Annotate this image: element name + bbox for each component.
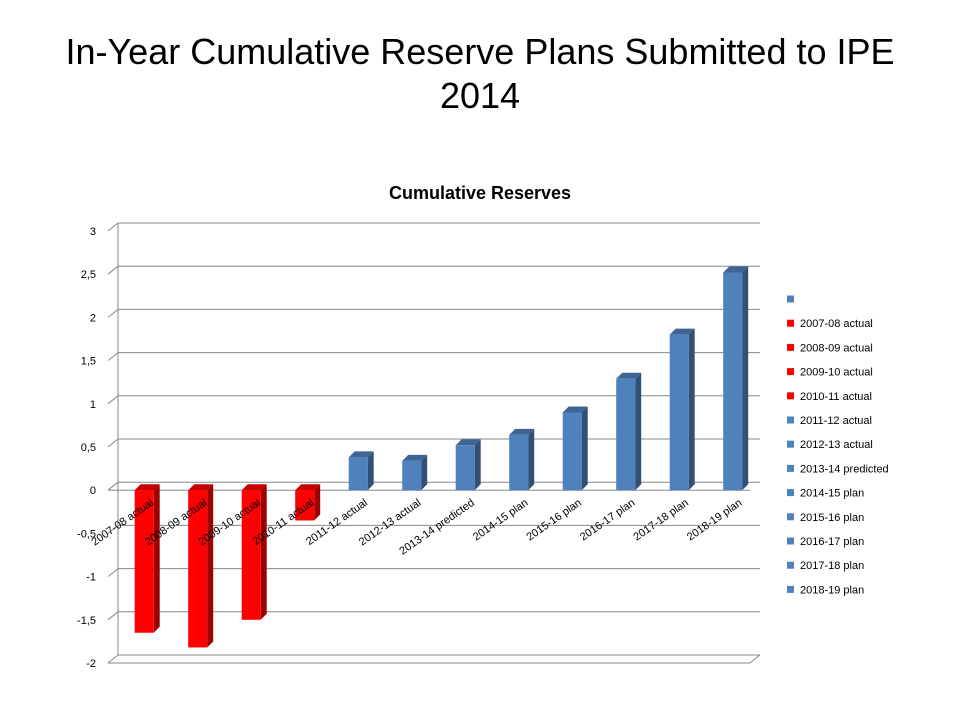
legend-label: 2012-13 actual xyxy=(800,439,873,451)
legend-label: 2009-10 actual xyxy=(800,367,873,379)
legend: 2007-08 actual 2008-09 actual 2009-10 actu… xyxy=(787,295,889,596)
bar xyxy=(723,266,749,491)
bar xyxy=(562,406,588,491)
chart-title: Cumulative Reserves xyxy=(389,183,571,203)
legend-label: 2008-09 actual xyxy=(800,342,873,354)
y-axis: 3 2,5 2 1,5 1 0,5 0 -0,5 -1 -1,5 -2 xyxy=(77,226,96,670)
y-tick-label: 2 xyxy=(90,312,96,324)
legend-label: 2016-17 plan xyxy=(800,536,864,548)
legend-label: 2011-12 actual xyxy=(800,415,872,427)
x-tick-label: 2016-17 plan xyxy=(578,497,638,544)
legend-swatch xyxy=(787,416,794,424)
bar xyxy=(455,439,481,491)
legend-label: 2007-08 actual xyxy=(800,318,873,330)
y-tick-label: 0 xyxy=(90,485,96,497)
bar xyxy=(295,484,321,521)
legend-entry: 2007-08 actual xyxy=(787,318,873,330)
y-tick-label: 1 xyxy=(90,399,96,411)
legend-swatch xyxy=(787,585,794,593)
slide-title: In-Year Cumulative Reserve Plans Submitt… xyxy=(60,30,900,118)
x-tick-label: 2018-19 plan xyxy=(685,497,745,544)
legend-label: 2014-15 plan xyxy=(800,488,864,500)
x-tick-label: 2015-16 plan xyxy=(524,497,584,544)
bars xyxy=(134,266,749,648)
bar xyxy=(134,484,160,633)
legend-entry: 2010-11 actual xyxy=(787,391,872,403)
legend-entry: 2008-09 actual xyxy=(787,342,873,354)
y-tick-label: 0,5 xyxy=(81,442,96,454)
legend-label: 2015-16 plan xyxy=(800,512,864,524)
bar xyxy=(509,428,535,491)
legend-swatch xyxy=(787,489,794,497)
bar xyxy=(348,451,374,491)
legend-entry: 2011-12 actual xyxy=(787,415,872,427)
legend-entry: 2018-19 plan xyxy=(787,584,864,596)
legend-entry xyxy=(787,295,794,303)
legend-entry: 2017-18 plan xyxy=(787,560,864,572)
y-tick-label: 2,5 xyxy=(81,269,96,281)
legend-swatch xyxy=(787,513,794,521)
legend-swatch xyxy=(787,319,794,327)
bar xyxy=(669,328,695,491)
y-tick-label: -1,5 xyxy=(77,615,96,627)
legend-swatch xyxy=(787,392,794,400)
slide-title-line2: 2014 xyxy=(439,75,521,116)
legend-label: 2018-19 plan xyxy=(800,584,864,596)
slide-title-line1: In-Year Cumulative Reserve Plans Submitt… xyxy=(65,31,895,72)
legend-entry: 2016-17 plan xyxy=(787,536,864,548)
y-tick-label: -1 xyxy=(86,572,96,584)
x-tick-label: 2014-15 plan xyxy=(471,497,531,544)
y-tick-label: 1,5 xyxy=(81,356,96,368)
legend-swatch xyxy=(787,537,794,545)
bar xyxy=(402,454,428,491)
legend-swatch xyxy=(787,368,794,376)
legend-swatch xyxy=(787,295,794,303)
bar xyxy=(188,484,214,648)
legend-swatch xyxy=(787,464,794,472)
legend-label: 2010-11 actual xyxy=(800,391,872,403)
legend-entry: 2009-10 actual xyxy=(787,367,873,379)
legend-swatch xyxy=(787,561,794,569)
legend-entry: 2013-14 predicted xyxy=(787,463,889,475)
legend-swatch xyxy=(787,440,794,448)
legend-swatch xyxy=(787,343,794,351)
y-tick-label: -0,5 xyxy=(77,528,96,540)
bar xyxy=(616,372,642,491)
legend-entry: 2012-13 actual xyxy=(787,439,873,451)
legend-label: 2013-14 predicted xyxy=(800,463,889,475)
gridlines xyxy=(107,222,761,664)
y-tick-label: -2 xyxy=(86,658,96,670)
bar xyxy=(241,484,267,620)
legend-entry: 2015-16 plan xyxy=(787,512,864,524)
legend-entry: 2014-15 plan xyxy=(787,488,864,500)
legend-label: 2017-18 plan xyxy=(800,560,864,572)
y-tick-label: 3 xyxy=(90,226,96,238)
x-tick-label: 2017-18 plan xyxy=(631,497,691,544)
